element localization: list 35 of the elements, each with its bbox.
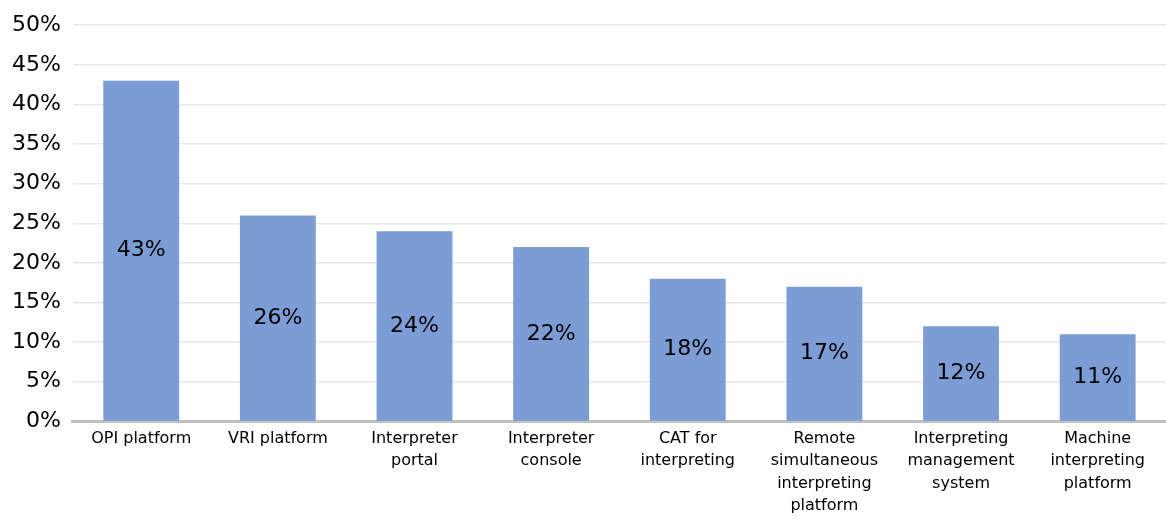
y-tick-label: 25%: [11, 209, 61, 235]
data-label: 18%: [663, 335, 713, 361]
data-label: 26%: [253, 303, 303, 329]
bar: [1059, 334, 1136, 421]
y-tick-label: 15%: [11, 288, 61, 314]
x-tick-label: Interpreting management system: [907, 427, 1015, 492]
data-label: 12%: [936, 359, 986, 385]
x-tick-label: Remote simultaneous interpreting platform: [770, 427, 879, 514]
data-label: 22%: [526, 319, 576, 345]
y-tick-label: 45%: [11, 50, 61, 76]
data-label: 17%: [799, 339, 849, 365]
x-tick-label: Interpreter console: [507, 427, 595, 470]
bar: [923, 326, 999, 421]
x-tick-label: OPI platform: [91, 427, 192, 447]
y-tick-label: 35%: [11, 129, 61, 155]
bar: [786, 286, 863, 421]
y-tick-label: 40%: [11, 90, 61, 116]
bar: [239, 215, 316, 421]
data-label: 43%: [116, 236, 166, 262]
x-tick-label: Machine interpreting platform: [1050, 427, 1145, 492]
y-tick-label: 10%: [11, 327, 61, 353]
bar: [376, 231, 453, 421]
y-tick-label: 0%: [25, 407, 61, 433]
bar: [103, 80, 180, 421]
x-tick-label: VRI platform: [227, 427, 328, 447]
y-tick-label: 30%: [11, 169, 61, 195]
y-tick-label: 5%: [25, 367, 61, 393]
data-label: 11%: [1073, 363, 1123, 389]
y-tick-label: 50%: [11, 10, 61, 36]
bar: [649, 278, 726, 421]
x-tick-label: Interpreter portal: [371, 427, 459, 470]
x-tick-label: CAT for interpreting: [640, 427, 736, 470]
data-label: 24%: [390, 311, 439, 337]
y-tick-label: 20%: [11, 248, 61, 274]
bar: [513, 247, 590, 421]
